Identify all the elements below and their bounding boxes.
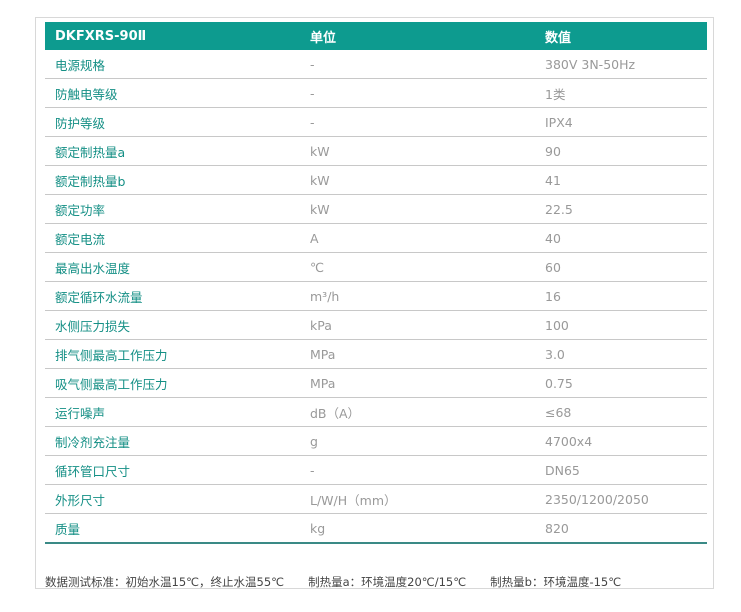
table-row: 排气侧最高工作压力 MPa 3.0 <box>45 339 707 369</box>
table-row: 循环管口尺寸 - DN65 <box>45 455 707 485</box>
spec-value: 16 <box>545 281 707 311</box>
spec-value: 60 <box>545 252 707 282</box>
header-value: 数值 <box>545 22 707 50</box>
spec-unit: - <box>310 455 545 485</box>
spec-value: 4700x4 <box>545 426 707 456</box>
table-row: 额定制热量a kW 90 <box>45 136 707 166</box>
spec-unit: kW <box>310 165 545 195</box>
table-row: 外形尺寸 L/W/H（mm） 2350/1200/2050 <box>45 484 707 514</box>
spec-unit: ℃ <box>310 252 545 282</box>
spec-unit: MPa <box>310 368 545 398</box>
spec-unit: dB（A） <box>310 397 545 427</box>
spec-unit: m³/h <box>310 281 545 311</box>
table-row: 额定功率 kW 22.5 <box>45 194 707 224</box>
footnote-test-standard: 数据测试标准：初始水温15℃，终止水温55℃ <box>45 575 285 589</box>
spec-value: 40 <box>545 223 707 253</box>
spec-value: 100 <box>545 310 707 340</box>
spec-value: DN65 <box>545 455 707 485</box>
table-row: 运行噪声 dB（A） ≤68 <box>45 397 707 427</box>
spec-unit: kW <box>310 194 545 224</box>
spec-unit: - <box>310 78 545 108</box>
spec-value: 0.75 <box>545 368 707 398</box>
table-row: 吸气侧最高工作压力 MPa 0.75 <box>45 368 707 398</box>
spec-unit: L/W/H（mm） <box>310 484 545 514</box>
footnote-heating-a: 制热量a：环境温度20℃/15℃ <box>308 575 467 589</box>
spec-value: 1类 <box>545 78 707 108</box>
spec-name: 最高出水温度 <box>45 252 310 282</box>
spec-panel <box>35 17 714 589</box>
spec-name: 吸气侧最高工作压力 <box>45 368 310 398</box>
spec-unit: kW <box>310 136 545 166</box>
spec-value: 41 <box>545 165 707 195</box>
table-row: 额定循环水流量 m³/h 16 <box>45 281 707 311</box>
spec-name: 额定循环水流量 <box>45 281 310 311</box>
spec-name: 质量 <box>45 513 310 544</box>
spec-name: 额定制热量a <box>45 136 310 166</box>
spec-name: 循环管口尺寸 <box>45 455 310 485</box>
spec-unit: kg <box>310 513 545 544</box>
table-row: 质量 kg 820 <box>45 513 707 544</box>
spec-value: 2350/1200/2050 <box>545 484 707 514</box>
spec-unit: - <box>310 50 545 79</box>
spec-name: 运行噪声 <box>45 397 310 427</box>
table-row: 制冷剂充注量 g 4700x4 <box>45 426 707 456</box>
table-row: 额定电流 A 40 <box>45 223 707 253</box>
spec-table: DKFXRS-90Ⅱ 单位 数值 电源规格 -380V 3N-50Hz 防触电等级 -… <box>45 22 707 544</box>
spec-name: 防触电等级 <box>45 78 310 108</box>
table-row: 电源规格 -380V 3N-50Hz <box>45 50 707 79</box>
spec-name: 防护等级 <box>45 107 310 137</box>
footnote-heating-b: 制热量b：环境温度-15℃ <box>490 575 622 589</box>
spec-unit: MPa <box>310 339 545 369</box>
spec-value: ≤68 <box>545 397 707 427</box>
table-row: 额定制热量b kW 41 <box>45 165 707 195</box>
spec-name: 额定制热量b <box>45 165 310 195</box>
spec-name: 制冷剂充注量 <box>45 426 310 456</box>
spec-name: 额定功率 <box>45 194 310 224</box>
spec-name: 水侧压力损失 <box>45 310 310 340</box>
table-row: 最高出水温度 ℃ 60 <box>45 252 707 282</box>
table-header: DKFXRS-90Ⅱ 单位 数值 <box>45 22 707 50</box>
spec-value: 820 <box>545 513 707 544</box>
table-row: 防触电等级 -1类 <box>45 78 707 108</box>
spec-value: 380V 3N-50Hz <box>545 50 707 79</box>
spec-name: 电源规格 <box>45 50 310 79</box>
header-unit: 单位 <box>310 22 545 50</box>
spec-unit: kPa <box>310 310 545 340</box>
table-row: 防护等级 - IPX4 <box>45 107 707 137</box>
table-row: 水侧压力损失 kPa 100 <box>45 310 707 340</box>
spec-unit: A <box>310 223 545 253</box>
footnotes: 数据测试标准：初始水温15℃，终止水温55℃ 制热量a：环境温度20℃/15℃ 制热… <box>45 560 645 590</box>
spec-value: 90 <box>545 136 707 166</box>
spec-unit: g <box>310 426 545 456</box>
spec-name: 外形尺寸 <box>45 484 310 514</box>
spec-value: IPX4 <box>545 107 707 137</box>
spec-value: 3.0 <box>545 339 707 369</box>
header-model: DKFXRS-90Ⅱ <box>45 22 310 50</box>
spec-value: 22.5 <box>545 194 707 224</box>
spec-name: 排气侧最高工作压力 <box>45 339 310 369</box>
spec-name: 额定电流 <box>45 223 310 253</box>
spec-unit: - <box>310 107 545 137</box>
